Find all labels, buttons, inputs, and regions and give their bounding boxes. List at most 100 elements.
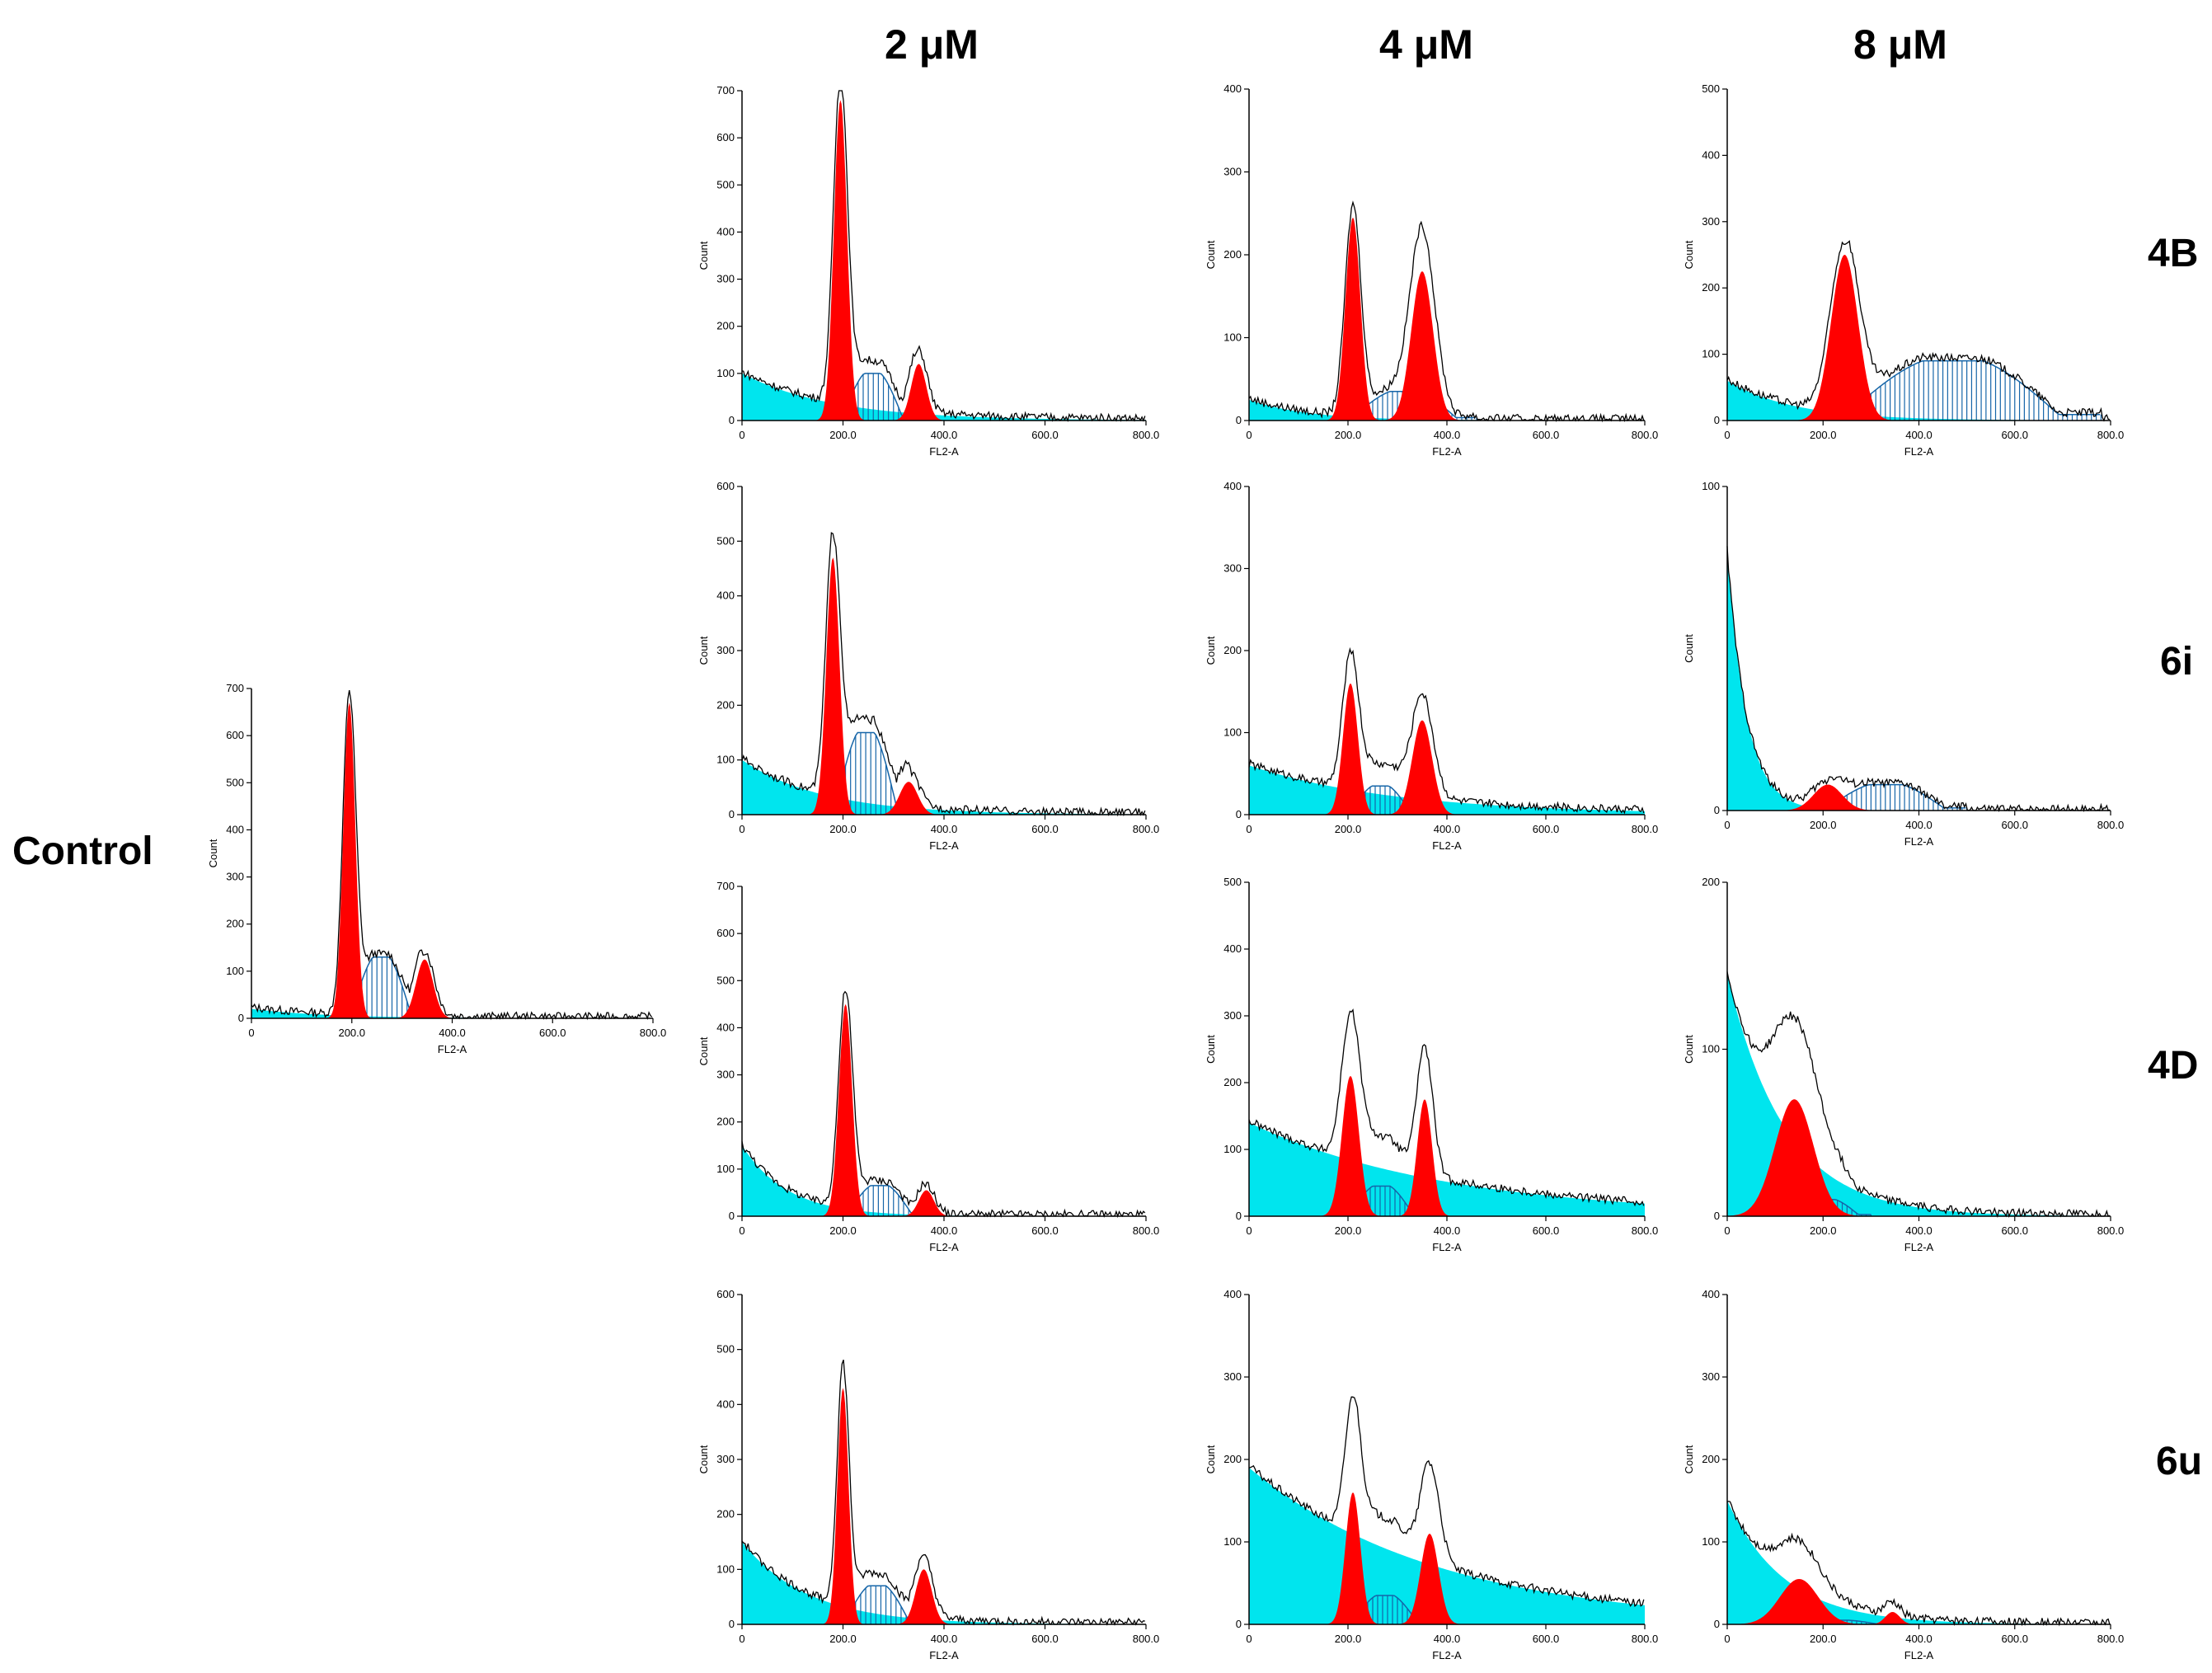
- histogram-panel-6u-2uM: 0 200.0 400.0 600.0 800.0 0 100 200 300 400 500 600…: [697, 1288, 1159, 1661]
- row-label-6i: 6i: [2160, 640, 2194, 684]
- x-tick-label: 400.0: [439, 1027, 466, 1039]
- x-tick-label: 600.0: [1533, 1633, 1560, 1645]
- histogram-trace: [741, 90, 1146, 423]
- histogram-panel-6i-8uM: 0 200.0 400.0 600.0 800.0 0 100 FL2-A Count: [1683, 480, 2124, 848]
- x-tick-label: 800.0: [1632, 823, 1659, 835]
- x-tick-label: 200.0: [338, 1027, 365, 1039]
- histogram-trace: [741, 1359, 1145, 1626]
- g1-peak: [819, 1003, 872, 1216]
- y-tick-label: 700: [716, 84, 735, 96]
- x-tick-label: 400.0: [1434, 823, 1461, 835]
- y-tick-label: 200: [716, 1508, 735, 1520]
- y-tick-label: 600: [716, 480, 735, 492]
- x-tick-label: 600.0: [2001, 1224, 2028, 1237]
- y-tick-label: 100: [1223, 1535, 1242, 1548]
- y-tick-label: 600: [716, 1288, 735, 1300]
- y-tick-label: 200: [1223, 644, 1242, 656]
- y-tick-label: 100: [1223, 1143, 1242, 1155]
- y-tick-label: 100: [1223, 726, 1242, 739]
- y-tick-label: 0: [729, 414, 735, 426]
- x-tick-label: 800.0: [2097, 1224, 2125, 1237]
- x-tick-label: 800.0: [1632, 429, 1659, 441]
- row-label-6u: 6u: [2156, 1440, 2203, 1483]
- x-tick-label: 600.0: [1533, 1224, 1560, 1237]
- y-tick-label: 100: [226, 965, 244, 977]
- y-tick-label: 100: [716, 754, 735, 766]
- x-tick-label: 200.0: [1335, 1633, 1362, 1645]
- x-tick-label: 200.0: [829, 1224, 857, 1237]
- x-axis-label: FL2-A: [1904, 1649, 1934, 1661]
- x-tick-label: 600.0: [1031, 1224, 1059, 1237]
- histogram-trace: [251, 689, 653, 1021]
- y-tick-label: 300: [1702, 215, 1720, 228]
- x-tick-label: 400.0: [931, 1224, 958, 1237]
- x-tick-label: 800.0: [1133, 823, 1160, 835]
- y-tick-label: 400: [1223, 942, 1242, 955]
- x-tick-label: 200.0: [1810, 1224, 1837, 1237]
- x-tick-label: 600.0: [2001, 1633, 2028, 1645]
- y-tick-label: 400: [226, 823, 244, 835]
- row-label-4D: 4D: [2148, 1044, 2199, 1088]
- control-label: Control: [12, 829, 153, 873]
- x-tick-label: 400.0: [1905, 1633, 1933, 1645]
- y-tick-label: 100: [716, 367, 735, 379]
- x-tick-label: 0: [739, 1633, 744, 1645]
- x-tick-label: 400.0: [1905, 429, 1933, 441]
- x-tick-label: 200.0: [1335, 823, 1362, 835]
- g2-peak: [1395, 1099, 1454, 1216]
- x-tick-label: 400.0: [931, 1633, 958, 1645]
- y-tick-label: 500: [1702, 82, 1720, 95]
- y-tick-label: 300: [1223, 166, 1242, 178]
- x-axis-label: FL2-A: [929, 1241, 959, 1253]
- y-tick-label: 400: [716, 1398, 735, 1410]
- histogram-trace: [1248, 1008, 1645, 1207]
- histogram-trace: [1726, 1501, 2111, 1627]
- x-tick-label: 600.0: [2001, 429, 2028, 441]
- y-tick-label: 0: [1236, 414, 1242, 426]
- column-label-4uM: 4 μM: [1379, 21, 1473, 68]
- g1-peak: [1722, 1579, 1876, 1624]
- y-tick-label: 300: [1223, 562, 1242, 575]
- y-tick-label: 500: [1223, 876, 1242, 888]
- s-phase-outline: [1827, 783, 1966, 809]
- x-tick-label: 0: [248, 1027, 254, 1039]
- x-tick-label: 800.0: [640, 1027, 667, 1039]
- x-tick-label: 600.0: [539, 1027, 566, 1039]
- x-tick-label: 600.0: [1031, 823, 1059, 835]
- y-tick-label: 600: [716, 927, 735, 939]
- x-tick-label: 200.0: [1335, 429, 1362, 441]
- y-tick-label: 600: [716, 131, 735, 143]
- debris-area: [1727, 1501, 2111, 1624]
- x-tick-label: 200.0: [1810, 429, 1837, 441]
- g2-peak: [1378, 271, 1466, 421]
- y-tick-label: 400: [716, 1021, 735, 1033]
- y-tick-label: 0: [238, 1012, 244, 1024]
- x-tick-label: 0: [1246, 1224, 1252, 1237]
- g1-peak: [1770, 784, 1886, 811]
- x-tick-label: 600.0: [2001, 819, 2028, 831]
- x-tick-label: 800.0: [1632, 1224, 1659, 1237]
- g2-peak: [891, 1569, 956, 1624]
- histogram-trace: [1726, 240, 2110, 422]
- y-tick-label: 500: [226, 776, 244, 788]
- g1-peak: [1323, 1492, 1383, 1624]
- y-axis-label: Count: [697, 241, 710, 270]
- y-tick-label: 0: [729, 1618, 735, 1630]
- y-tick-label: 200: [1702, 876, 1720, 888]
- g1-peak: [1791, 255, 1899, 421]
- s-phase-outline: [847, 1185, 923, 1215]
- y-tick-label: 0: [1714, 804, 1720, 816]
- g1-peak: [814, 100, 867, 421]
- y-tick-label: 0: [729, 808, 735, 820]
- histogram-panel-4D-8uM: 0 200.0 400.0 600.0 800.0 0 100 200 FL2-A Count: [1683, 876, 2124, 1253]
- y-tick-label: 0: [729, 1210, 735, 1222]
- column-label-8uM: 8 μM: [1853, 21, 1947, 68]
- debris-area: [1249, 399, 1645, 421]
- g1-peak: [820, 1388, 866, 1624]
- y-axis-label: Count: [1683, 634, 1695, 663]
- histogram-panel-4B-4uM: 0 200.0 400.0 600.0 800.0 0 100 200 300 400 FL2-A C…: [1205, 82, 1658, 458]
- x-tick-label: 400.0: [1905, 819, 1933, 831]
- x-tick-label: 200.0: [1810, 1633, 1837, 1645]
- y-axis-label: Count: [697, 1036, 710, 1065]
